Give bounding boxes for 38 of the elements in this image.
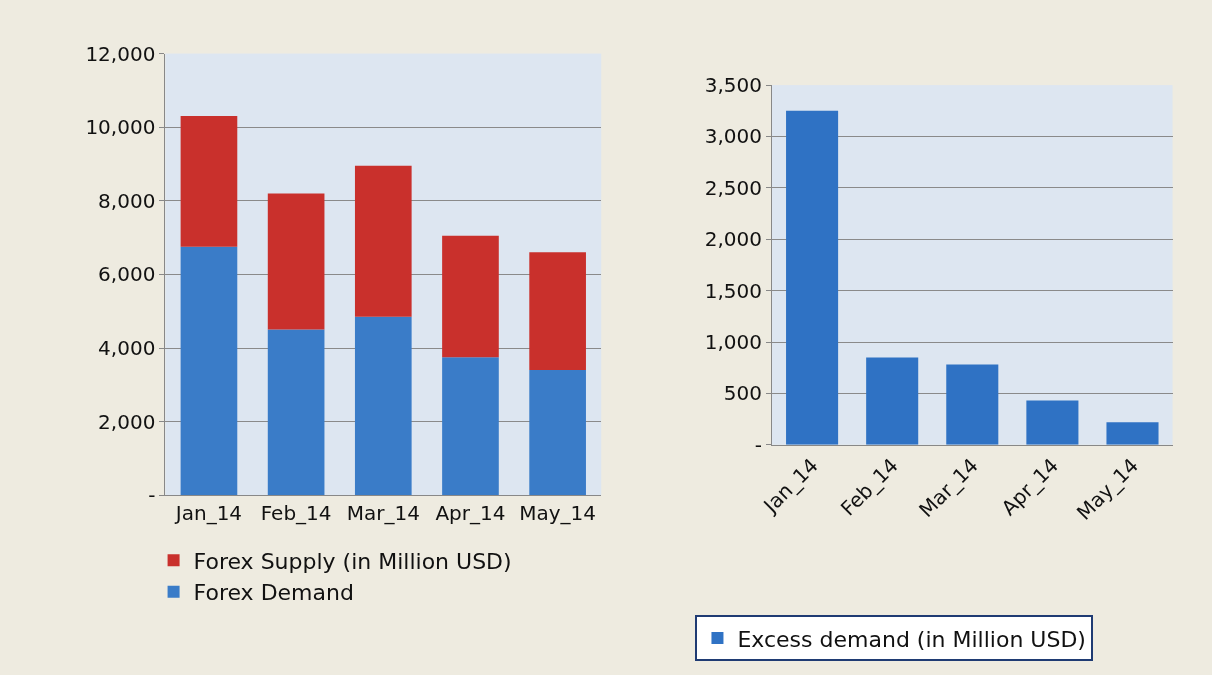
x-tick-label: Feb_14 <box>260 501 332 526</box>
bar <box>529 252 586 371</box>
y-tick-label: 12,000 <box>85 41 156 66</box>
bar <box>866 357 919 445</box>
y-tick-label: 2,000 <box>98 409 156 434</box>
y-tick-label: 6,000 <box>98 262 156 287</box>
bar <box>180 116 238 247</box>
y-tick-label: 2,500 <box>704 175 763 200</box>
y-tick-label: 1,500 <box>704 278 763 303</box>
y-tick-label: 2,000 <box>704 227 763 252</box>
bar <box>267 193 325 330</box>
legend-label: Excess demand (in Million USD) <box>737 626 1086 652</box>
x-tick-label: Mar_14 <box>346 501 420 526</box>
x-tick-label: Jan_14 <box>173 501 243 526</box>
legend-label: Forex Supply (in Million USD) <box>193 548 512 574</box>
bar <box>442 235 499 358</box>
bar <box>354 316 412 496</box>
bar <box>529 370 586 496</box>
bar <box>1026 400 1079 445</box>
y-tick-label: 3,500 <box>704 73 763 98</box>
y-tick-label: - <box>754 432 763 457</box>
bar <box>442 357 499 496</box>
bar <box>1106 422 1159 445</box>
y-tick-label: 4,000 <box>98 336 156 361</box>
legend-label: Forex Demand <box>193 580 354 606</box>
x-tick-label: Apr_14 <box>435 501 506 526</box>
bar <box>946 364 999 445</box>
y-tick-label: 3,000 <box>704 124 763 149</box>
bar <box>786 110 839 445</box>
y-tick-label: 1,000 <box>704 330 763 355</box>
bar <box>354 165 412 317</box>
y-tick-label: 8,000 <box>98 188 156 213</box>
x-tick-label: May_14 <box>519 501 597 526</box>
bar <box>267 329 325 496</box>
y-tick-label: 10,000 <box>85 115 156 140</box>
bar <box>180 246 238 496</box>
y-tick-label: - <box>148 483 156 508</box>
y-tick-label: 500 <box>723 381 763 406</box>
